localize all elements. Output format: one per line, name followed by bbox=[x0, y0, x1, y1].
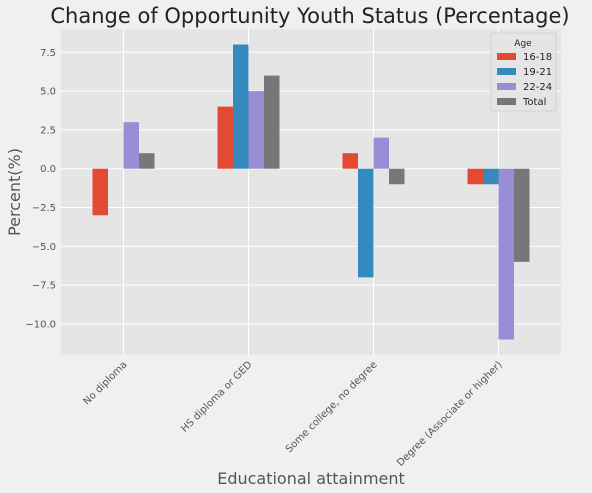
y-tick-label: −7.5 bbox=[32, 281, 56, 292]
bar-total-2 bbox=[264, 75, 280, 169]
y-tick-label: −5.0 bbox=[32, 242, 56, 253]
bar-22-24-1 bbox=[123, 122, 139, 169]
x-tick-label: No diploma bbox=[82, 359, 130, 407]
bar-22-24-2 bbox=[248, 91, 264, 169]
x-tick-label: Some college, no degree bbox=[284, 359, 380, 455]
bar-16-18-4 bbox=[467, 168, 483, 185]
legend: Age 16-18 19-21 22-24 Total bbox=[490, 32, 557, 112]
x-tick-label: HS diploma or GED bbox=[179, 359, 255, 435]
legend-swatch-16-18 bbox=[497, 53, 516, 60]
y-tick-label: 7.5 bbox=[40, 48, 56, 59]
bar-16-18-1 bbox=[92, 168, 108, 216]
x-tick-labels: No diploma HS diploma or GED Some college,… bbox=[82, 359, 505, 469]
legend-label-22-24: 22-24 bbox=[523, 82, 552, 93]
bar-total-1 bbox=[139, 153, 155, 169]
legend-swatch-19-21 bbox=[497, 68, 516, 75]
legend-swatch-22-24 bbox=[497, 83, 516, 90]
y-tick-label: 2.5 bbox=[40, 125, 56, 136]
bar-19-21-3 bbox=[358, 168, 374, 278]
x-axis-label: Educational attainment bbox=[217, 469, 405, 488]
bar-total-3 bbox=[389, 168, 405, 185]
y-tick-label: 5.0 bbox=[40, 87, 56, 98]
y-tick-label: −10.0 bbox=[25, 319, 56, 330]
legend-swatch-total bbox=[497, 98, 516, 105]
legend-label-19-21: 19-21 bbox=[523, 67, 552, 78]
bar-19-21-4 bbox=[483, 168, 499, 185]
plot-area bbox=[61, 29, 561, 355]
bars bbox=[92, 44, 530, 340]
y-tick-labels: −10.0 −7.5 −5.0 −2.5 0.0 2.5 5.0 7.5 bbox=[25, 48, 56, 331]
chart-title: Change of Opportunity Youth Status (Perc… bbox=[50, 4, 569, 28]
legend-title: Age bbox=[514, 39, 532, 49]
y-tick-label: 0.0 bbox=[40, 164, 56, 175]
bar-total-4 bbox=[514, 168, 530, 262]
bar-16-18-2 bbox=[217, 106, 233, 169]
bar-22-24-4 bbox=[498, 168, 514, 340]
legend-label-16-18: 16-18 bbox=[523, 52, 552, 63]
bar-16-18-3 bbox=[342, 153, 358, 169]
y-axis-label: Percent(%) bbox=[5, 148, 24, 236]
legend-box bbox=[490, 32, 557, 112]
legend-label-total: Total bbox=[522, 97, 546, 108]
y-tick-label: −2.5 bbox=[32, 203, 56, 214]
x-tick-label: Degree (Associate or higher) bbox=[395, 359, 505, 469]
bar-22-24-3 bbox=[373, 137, 389, 169]
bar-19-21-2 bbox=[233, 44, 249, 169]
